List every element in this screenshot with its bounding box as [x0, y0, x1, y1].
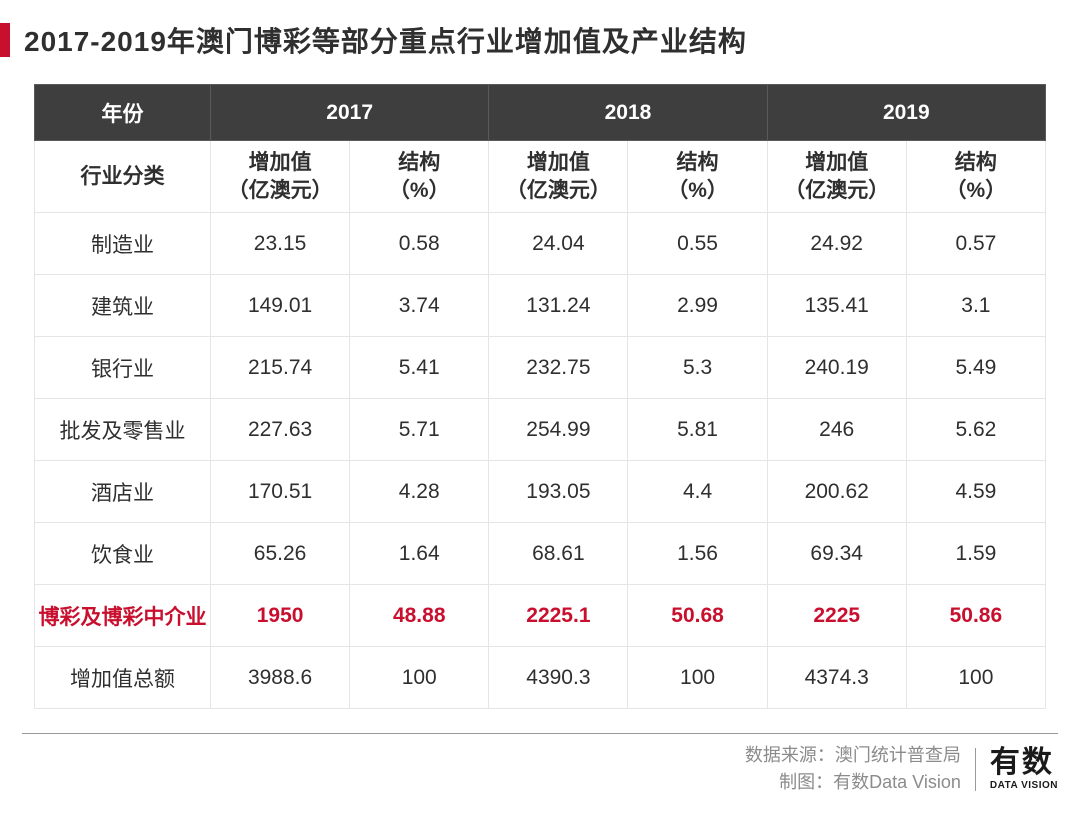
row-label: 增加值总额	[35, 647, 211, 709]
sub-header-structure: 结构（%）	[350, 141, 489, 213]
table-cell: 2225	[767, 585, 906, 647]
table-cell: 5.49	[906, 337, 1045, 399]
table-cell: 5.62	[906, 399, 1045, 461]
table-cell: 193.05	[489, 461, 628, 523]
row-label: 建筑业	[35, 275, 211, 337]
table-header: 年份 2017 2018 2019	[35, 85, 1046, 141]
row-label: 批发及零售业	[35, 399, 211, 461]
sub-header-value: 增加值（亿澳元）	[767, 141, 906, 213]
table-cell: 254.99	[489, 399, 628, 461]
table-cell: 4.28	[350, 461, 489, 523]
source-line-2: 制图：有数Data Vision	[745, 769, 961, 796]
table-cell: 50.68	[628, 585, 767, 647]
table-cell: 50.86	[906, 585, 1045, 647]
table-cell: 135.41	[767, 275, 906, 337]
table-cell: 4.4	[628, 461, 767, 523]
table-row: 博彩及博彩中介业195048.882225.150.68222550.86	[35, 585, 1046, 647]
footer: 数据来源：澳门统计普查局 制图：有数Data Vision 有数 DATA VI…	[22, 733, 1058, 796]
table-cell: 5.71	[350, 399, 489, 461]
table-cell: 4.59	[906, 461, 1045, 523]
table-cell: 1.59	[906, 523, 1045, 585]
table-cell: 3988.6	[211, 647, 350, 709]
table-cell: 24.04	[489, 213, 628, 275]
footer-source: 数据来源：澳门统计普查局 制图：有数Data Vision	[745, 742, 961, 796]
table-row: 银行业215.745.41232.755.3240.195.49	[35, 337, 1046, 399]
table-cell: 48.88	[350, 585, 489, 647]
year-2019: 2019	[767, 85, 1045, 141]
year-2018: 2018	[489, 85, 767, 141]
table-cell: 149.01	[211, 275, 350, 337]
table-row: 酒店业170.514.28193.054.4200.624.59	[35, 461, 1046, 523]
title-accent	[0, 23, 10, 57]
row-label: 银行业	[35, 337, 211, 399]
footer-logo: 有数 DATA VISION	[975, 748, 1058, 791]
logo-en: DATA VISION	[990, 780, 1058, 791]
sub-header-structure: 结构（%）	[906, 141, 1045, 213]
industry-table: 年份 2017 2018 2019 行业分类增加值（亿澳元）结构（%）增加值（亿…	[34, 84, 1046, 709]
sub-header-value: 增加值（亿澳元）	[211, 141, 350, 213]
table-cell: 23.15	[211, 213, 350, 275]
table-cell: 246	[767, 399, 906, 461]
table-cell: 3.74	[350, 275, 489, 337]
row-label: 酒店业	[35, 461, 211, 523]
table-cell: 3.1	[906, 275, 1045, 337]
sub-header-value: 增加值（亿澳元）	[489, 141, 628, 213]
title-bar: 2017-2019年澳门博彩等部分重点行业增加值及产业结构	[0, 0, 1080, 84]
table-cell: 100	[350, 647, 489, 709]
logo-cn: 有数	[990, 748, 1058, 778]
category-header: 行业分类	[35, 141, 211, 213]
page-title: 2017-2019年澳门博彩等部分重点行业增加值及产业结构	[24, 20, 747, 60]
table-cell: 0.58	[350, 213, 489, 275]
table-cell: 1950	[211, 585, 350, 647]
table-cell: 200.62	[767, 461, 906, 523]
table-cell: 1.64	[350, 523, 489, 585]
table-cell: 227.63	[211, 399, 350, 461]
table-cell: 5.41	[350, 337, 489, 399]
table-body: 行业分类增加值（亿澳元）结构（%）增加值（亿澳元）结构（%）增加值（亿澳元）结构…	[35, 141, 1046, 709]
table-cell: 131.24	[489, 275, 628, 337]
sub-header-structure: 结构（%）	[628, 141, 767, 213]
table-container: 年份 2017 2018 2019 行业分类增加值（亿澳元）结构（%）增加值（亿…	[0, 84, 1080, 709]
table-cell: 170.51	[211, 461, 350, 523]
table-cell: 24.92	[767, 213, 906, 275]
year-header-label: 年份	[35, 85, 211, 141]
table-row: 制造业23.150.5824.040.5524.920.57	[35, 213, 1046, 275]
table-cell: 5.81	[628, 399, 767, 461]
table-cell: 5.3	[628, 337, 767, 399]
table-cell: 4390.3	[489, 647, 628, 709]
table-cell: 2.99	[628, 275, 767, 337]
table-cell: 69.34	[767, 523, 906, 585]
table-row: 建筑业149.013.74131.242.99135.413.1	[35, 275, 1046, 337]
table-cell: 232.75	[489, 337, 628, 399]
table-cell: 68.61	[489, 523, 628, 585]
table-cell: 100	[628, 647, 767, 709]
table-cell: 215.74	[211, 337, 350, 399]
table-cell: 0.57	[906, 213, 1045, 275]
table-row: 增加值总额3988.61004390.31004374.3100	[35, 647, 1046, 709]
table-cell: 2225.1	[489, 585, 628, 647]
table-cell: 240.19	[767, 337, 906, 399]
row-label: 制造业	[35, 213, 211, 275]
year-2017: 2017	[211, 85, 489, 141]
table-cell: 0.55	[628, 213, 767, 275]
table-cell: 4374.3	[767, 647, 906, 709]
table-cell: 65.26	[211, 523, 350, 585]
row-label: 饮食业	[35, 523, 211, 585]
row-label: 博彩及博彩中介业	[35, 585, 211, 647]
source-line-1: 数据来源：澳门统计普查局	[745, 742, 961, 769]
table-cell: 1.56	[628, 523, 767, 585]
sub-header-row: 行业分类增加值（亿澳元）结构（%）增加值（亿澳元）结构（%）增加值（亿澳元）结构…	[35, 141, 1046, 213]
table-cell: 100	[906, 647, 1045, 709]
table-row: 批发及零售业227.635.71254.995.812465.62	[35, 399, 1046, 461]
table-row: 饮食业65.261.6468.611.5669.341.59	[35, 523, 1046, 585]
